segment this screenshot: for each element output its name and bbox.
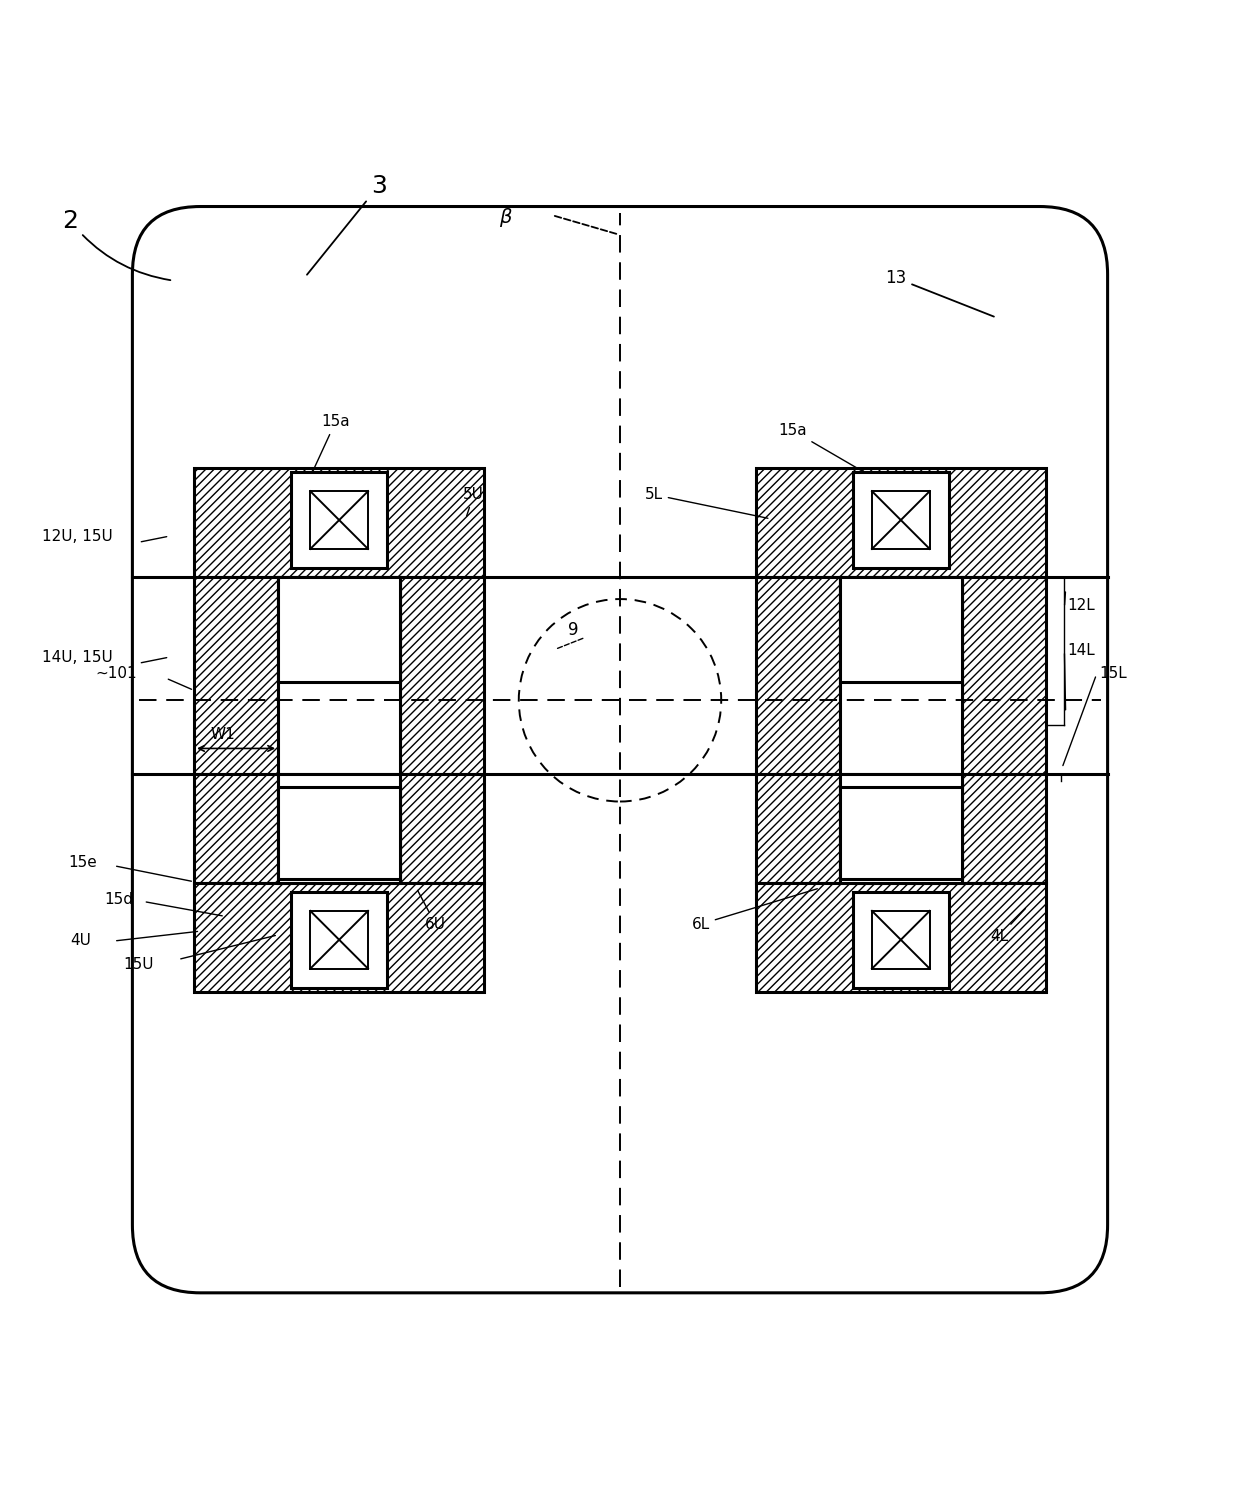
Bar [310, 491, 368, 549]
Text: 4U: 4U [71, 932, 92, 947]
Bar [756, 883, 1045, 992]
Text: 15a: 15a [311, 415, 350, 474]
Bar [756, 577, 839, 775]
Bar [291, 892, 387, 987]
Text: 15L: 15L [1099, 666, 1127, 681]
Bar [839, 577, 962, 775]
Bar [278, 787, 401, 879]
Text: 12L: 12L [1066, 598, 1095, 613]
Bar [291, 471, 387, 568]
Text: 15a: 15a [777, 422, 869, 476]
Bar [195, 775, 278, 883]
Bar [839, 787, 962, 879]
FancyBboxPatch shape [133, 207, 1107, 1292]
Text: 15d: 15d [104, 892, 133, 907]
Bar [278, 775, 401, 883]
Bar [756, 468, 1045, 577]
Text: 6U: 6U [418, 891, 446, 932]
Text: ~101: ~101 [95, 666, 136, 681]
Bar [962, 775, 1045, 883]
Text: 6L: 6L [692, 889, 817, 932]
Text: 12U, 15U: 12U, 15U [42, 528, 113, 544]
Text: 3: 3 [308, 174, 387, 275]
Bar [401, 577, 484, 775]
Bar [195, 577, 278, 775]
Bar [872, 912, 930, 968]
Bar [756, 775, 839, 883]
Text: 13: 13 [885, 269, 994, 317]
Bar [853, 471, 949, 568]
Bar [853, 892, 949, 987]
Text: β: β [498, 208, 512, 226]
Bar [310, 912, 368, 968]
Text: W1: W1 [210, 727, 234, 742]
Bar [278, 577, 401, 681]
Bar [195, 468, 484, 577]
Text: 9: 9 [568, 622, 579, 639]
Bar [872, 491, 930, 549]
Text: 15U: 15U [124, 958, 154, 972]
Bar [839, 775, 962, 883]
Bar [278, 577, 401, 775]
Bar [401, 775, 484, 883]
Bar [962, 577, 1045, 775]
Bar [839, 577, 962, 681]
Bar [195, 883, 484, 992]
Text: 15e: 15e [68, 855, 97, 870]
Text: 4L: 4L [991, 909, 1025, 944]
Text: 14U, 15U: 14U, 15U [42, 650, 113, 665]
Text: 2: 2 [62, 208, 170, 280]
Text: 5U: 5U [464, 488, 484, 516]
Text: 14L: 14L [1066, 642, 1095, 657]
Text: 5L: 5L [645, 488, 768, 519]
